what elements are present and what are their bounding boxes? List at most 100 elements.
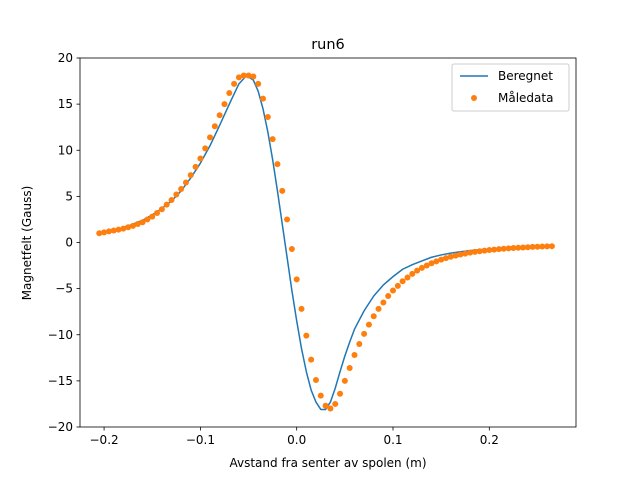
scatter-point: [380, 299, 387, 306]
scatter-point: [163, 201, 170, 208]
scatter-point: [279, 187, 286, 194]
scatter-point: [158, 206, 165, 213]
scatter-point: [548, 243, 555, 250]
scatter-point: [211, 123, 218, 130]
x-tick-label: 0.2: [480, 433, 499, 447]
scatter-point: [129, 222, 136, 229]
scatter-point: [486, 247, 493, 254]
scatter-point: [182, 179, 189, 186]
scatter-point: [120, 225, 127, 232]
x-tick-label: 0.0: [287, 433, 306, 447]
x-axis-title: Avstand fra senter av spolen (m): [229, 456, 426, 470]
scatter-point: [312, 376, 319, 383]
plot-background: [80, 58, 576, 427]
scatter-point: [259, 95, 266, 102]
scatter-point: [375, 305, 382, 312]
scatter-point: [356, 340, 363, 347]
scatter-point: [110, 227, 117, 234]
scatter-point: [447, 253, 454, 260]
y-axis-title: Magnetfelt (Gauss): [20, 186, 34, 301]
scatter-point: [529, 243, 536, 250]
plot-area: [80, 58, 576, 427]
scatter-point: [539, 243, 546, 250]
y-tick-label: 10: [58, 143, 73, 157]
scatter-point: [192, 163, 199, 170]
y-tick-label: 5: [65, 189, 73, 203]
scatter-point: [322, 402, 329, 409]
scatter-point: [510, 245, 517, 252]
scatter-point: [520, 244, 527, 251]
axes-layer: −0.2 −0.1 0.0 0.1 0.2 −20 −15 −10 −5 0 5 10 15 20: [48, 51, 577, 447]
scatter-point: [361, 330, 368, 337]
scatter-point: [298, 305, 305, 312]
scatter-point: [409, 270, 416, 277]
y-tick-label: 0: [65, 236, 73, 250]
scatter-point: [467, 249, 474, 256]
scatter-point: [293, 276, 300, 283]
legend-label: Måledata: [498, 91, 553, 105]
scatter-point: [491, 246, 498, 253]
scatter-point: [264, 114, 271, 121]
scatter-point: [481, 247, 488, 254]
scatter-point: [115, 226, 122, 233]
legend: Beregnet Måledata: [451, 63, 570, 112]
scatter-point: [332, 400, 339, 407]
scatter-point: [274, 161, 281, 168]
scatter-point: [346, 364, 353, 371]
x-tick-label: −0.2: [90, 433, 119, 447]
scatter-point: [235, 74, 242, 81]
series-line-0: [99, 74, 552, 411]
scatter-point: [524, 244, 531, 251]
scatter-point: [500, 245, 507, 252]
scatter-point: [471, 248, 478, 255]
scatter-point: [438, 256, 445, 263]
scatter-point: [404, 274, 411, 281]
scatter-point: [390, 287, 397, 294]
scatter-point: [303, 332, 310, 339]
scatter-point: [197, 155, 204, 162]
scatter-point: [255, 80, 262, 87]
scatter-point: [134, 221, 141, 228]
y-tick-label: −5: [55, 282, 73, 296]
scatter-point: [365, 321, 372, 328]
scatter-point: [149, 213, 156, 220]
y-tick-label: 15: [58, 97, 73, 111]
scatter-point: [202, 145, 209, 152]
scatter-point: [327, 405, 334, 412]
scatter-point: [226, 90, 233, 97]
series-layer: [96, 72, 555, 412]
scatter-point: [370, 313, 377, 320]
scatter-point: [399, 278, 406, 285]
scatter-point: [423, 262, 430, 269]
scatter-point: [462, 250, 469, 257]
scatter-point: [308, 356, 315, 363]
legend-label: Beregnet: [498, 69, 553, 83]
scatter-point: [544, 243, 551, 250]
scatter-point: [250, 73, 257, 80]
chart-title: run6: [311, 37, 345, 53]
scatter-point: [414, 267, 421, 274]
y-tick-label: −10: [48, 328, 73, 342]
scatter-point: [337, 390, 344, 397]
scatter-point: [173, 191, 180, 198]
scatter-point: [284, 216, 291, 223]
scatter-point: [394, 282, 401, 289]
scatter-point: [433, 258, 440, 265]
y-tick-label: −15: [48, 374, 73, 388]
scatter-point: [534, 243, 541, 250]
scatter-point: [240, 72, 247, 79]
scatter-point: [428, 260, 435, 267]
scatter-point: [178, 186, 185, 192]
scatter-point: [207, 134, 214, 141]
scatter-point: [341, 377, 348, 384]
legend-swatch-marker: [471, 95, 477, 101]
scatter-point: [154, 209, 161, 216]
x-tick-label: −0.1: [186, 433, 215, 447]
x-tick-label: 0.1: [383, 433, 402, 447]
scatter-point: [245, 72, 252, 79]
scatter-point: [139, 219, 146, 226]
scatter-point: [221, 101, 228, 108]
scatter-point: [452, 252, 459, 259]
scatter-point: [385, 293, 392, 299]
